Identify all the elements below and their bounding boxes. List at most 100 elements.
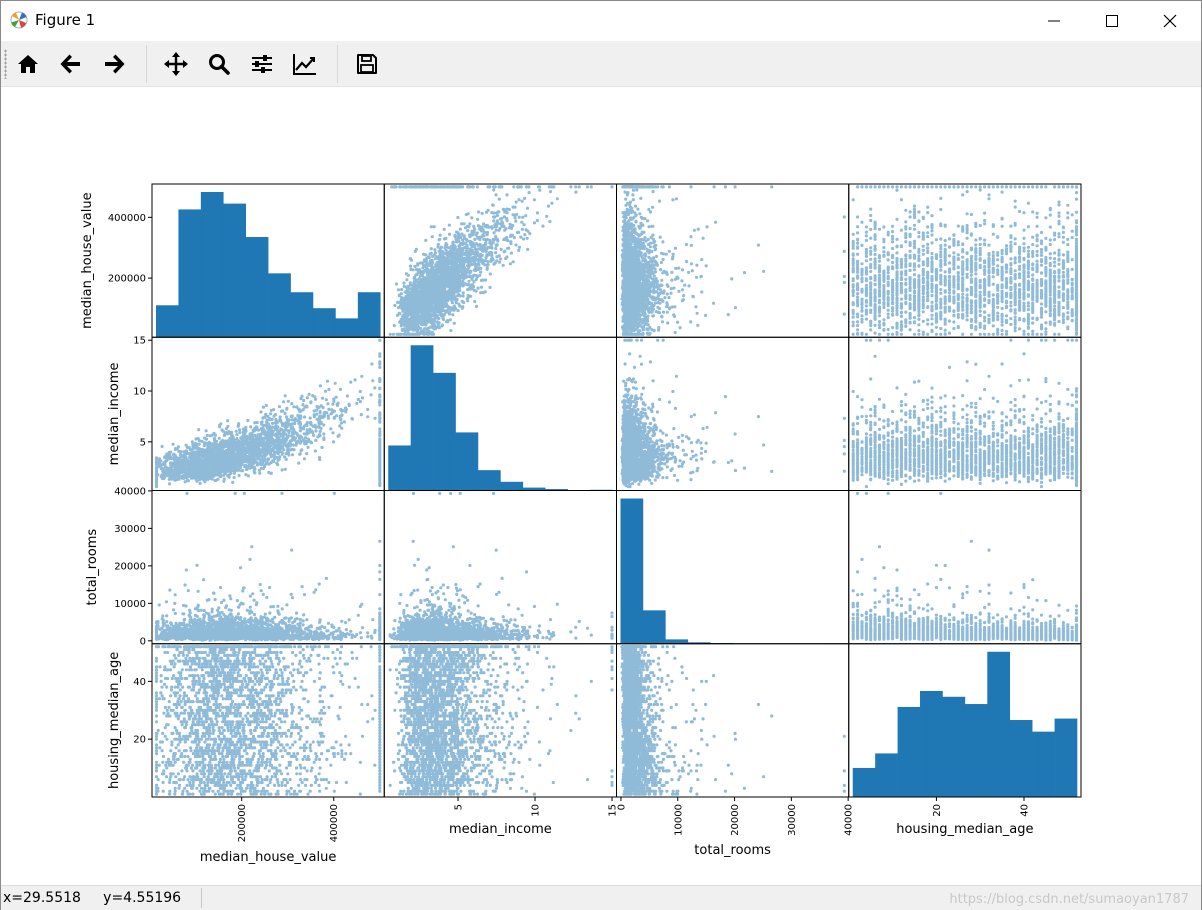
scatter-points bbox=[620, 185, 846, 336]
home-icon bbox=[18, 55, 38, 73]
subplot-total_rooms-vs-housing_median_age bbox=[848, 490, 1082, 645]
figure-canvas[interactable]: 200000 400000 5 10 15 0 10000 20000 30000 40000 20… bbox=[1, 88, 1201, 885]
pan-icon bbox=[164, 52, 188, 76]
y-tick-label: 15 bbox=[133, 336, 146, 347]
subplots-button[interactable] bbox=[246, 49, 278, 79]
y-tick-label: 20 bbox=[133, 735, 146, 746]
close-icon bbox=[1163, 14, 1177, 28]
subplot-housing_median_age-vs-median_house_value: 20 40 200000 400000 bbox=[133, 643, 385, 842]
back-button[interactable] bbox=[55, 49, 87, 79]
status-bar: x=29.5518 y=4.55196 https://blog.csdn.ne… bbox=[1, 885, 1201, 910]
histogram-bar bbox=[642, 610, 666, 644]
subplot-median_house_value-vs-median_income bbox=[383, 183, 617, 338]
subplot-housing_median_age-vs-median_income: 5 10 15 bbox=[383, 643, 619, 817]
histogram-bar bbox=[545, 489, 568, 491]
scatter-points bbox=[154, 491, 382, 642]
x-axis-label-median_house_value: median_house_value bbox=[200, 850, 336, 865]
histogram-bar bbox=[268, 273, 291, 338]
histogram-bar bbox=[875, 753, 898, 797]
maximize-button[interactable] bbox=[1083, 1, 1141, 41]
home-button[interactable] bbox=[12, 49, 44, 79]
subplot-median_income-vs-median_house_value: 5 10 15 bbox=[133, 336, 385, 491]
subplot-median_house_value-vs-total_rooms bbox=[616, 183, 850, 338]
histogram-bar bbox=[897, 706, 921, 797]
y-tick-label: 10000 bbox=[114, 599, 146, 610]
watermark-text: https://blog.csdn.net/sumaoyan1787 bbox=[949, 892, 1189, 907]
histogram-bar bbox=[522, 487, 546, 491]
x-tick-label: 40 bbox=[1019, 804, 1030, 817]
x-axis-label-housing_median_age: housing_median_age bbox=[896, 822, 1033, 837]
x-tick-label: 10 bbox=[531, 804, 542, 817]
toolbar-grip[interactable] bbox=[4, 49, 7, 79]
scatter-points bbox=[388, 185, 614, 336]
subplot-frame bbox=[848, 643, 1082, 798]
x-tick-label: 20000 bbox=[730, 804, 741, 836]
x-axis-label-total_rooms: total_rooms bbox=[694, 843, 771, 858]
pan-button[interactable] bbox=[160, 49, 192, 79]
save-button[interactable] bbox=[351, 49, 383, 79]
scatter-points bbox=[620, 338, 846, 489]
x-tick-label: 20 bbox=[932, 804, 943, 817]
histogram-bar bbox=[665, 639, 689, 644]
subplot-median_house_value-vs-housing_median_age bbox=[848, 183, 1082, 338]
maximize-icon bbox=[1106, 15, 1118, 27]
y-axis-label-median_income: median_income bbox=[107, 362, 122, 465]
x-tick-label: 0 bbox=[616, 804, 627, 810]
histogram-bar bbox=[500, 481, 524, 491]
matplotlib-logo-icon bbox=[10, 11, 28, 29]
x-axis-label-median_income: median_income bbox=[449, 822, 552, 837]
title-bar[interactable]: Figure 1 bbox=[1, 1, 1201, 41]
subplot-median_house_value-vs-median_house_value: 200000 400000 bbox=[108, 183, 385, 338]
close-button[interactable] bbox=[1141, 1, 1199, 41]
subplot-housing_median_age-vs-housing_median_age: 20 40 bbox=[848, 643, 1082, 817]
forward-icon bbox=[105, 54, 125, 74]
scatter-matrix-cells: 2000004000005101501000020000300004000020… bbox=[108, 183, 1082, 842]
x-tick-label: 10000 bbox=[673, 804, 684, 836]
histogram-bar bbox=[920, 690, 943, 797]
y-tick-label: 20000 bbox=[114, 561, 146, 572]
scatter-points bbox=[388, 491, 614, 642]
y-tick-label: 200000 bbox=[108, 274, 146, 285]
y-tick-label: 0 bbox=[140, 636, 146, 647]
forward-button[interactable] bbox=[98, 49, 130, 79]
histogram-bar bbox=[388, 445, 411, 491]
histogram-bar bbox=[200, 192, 224, 338]
minimize-button[interactable] bbox=[1025, 1, 1083, 41]
navigation-toolbar bbox=[1, 41, 1201, 87]
y-tick-label: 30000 bbox=[114, 524, 146, 535]
save-icon bbox=[357, 54, 377, 74]
x-tick-label: 400000 bbox=[329, 804, 340, 842]
histogram-bar bbox=[1032, 731, 1055, 797]
histogram-bar bbox=[942, 696, 966, 797]
y-axis-label-total_rooms: total_rooms bbox=[85, 529, 100, 606]
histogram-bar bbox=[357, 292, 381, 338]
x-tick-label: 40000 bbox=[844, 804, 855, 836]
histogram-bar bbox=[852, 767, 876, 797]
scatter-matrix-plot[interactable]: 2000004000005101501000020000300004000020… bbox=[1, 88, 1201, 885]
scatter-points bbox=[154, 338, 382, 489]
y-tick-label: 40000 bbox=[114, 486, 146, 497]
histogram-bar bbox=[1009, 720, 1033, 797]
subplot-median_income-vs-housing_median_age bbox=[848, 336, 1082, 491]
x-tick-label: 5 bbox=[454, 804, 465, 810]
back-icon bbox=[60, 54, 80, 74]
y-tick-label: 10 bbox=[133, 387, 146, 398]
y-tick-label: 400000 bbox=[108, 213, 146, 224]
histogram-bar bbox=[455, 432, 479, 491]
subplot-total_rooms-vs-median_house_value: 0 10000 20000 30000 40000 bbox=[114, 486, 385, 647]
histogram-bar bbox=[156, 305, 179, 338]
scatter-points bbox=[620, 645, 846, 796]
histogram-bar bbox=[312, 308, 336, 338]
subplot-total_rooms-vs-total_rooms bbox=[616, 490, 850, 645]
y-tick-label: 40 bbox=[133, 677, 146, 688]
scatter-points bbox=[388, 645, 614, 796]
zoom-button[interactable] bbox=[203, 49, 235, 79]
subplots-icon bbox=[252, 55, 272, 73]
axes-edit-button[interactable] bbox=[289, 49, 321, 79]
minimize-icon bbox=[1048, 20, 1060, 22]
histogram-bar bbox=[620, 498, 644, 644]
subplot-median_income-vs-median_income bbox=[383, 336, 617, 491]
axes-edit-icon bbox=[293, 54, 316, 75]
scatter-points bbox=[851, 185, 1079, 336]
